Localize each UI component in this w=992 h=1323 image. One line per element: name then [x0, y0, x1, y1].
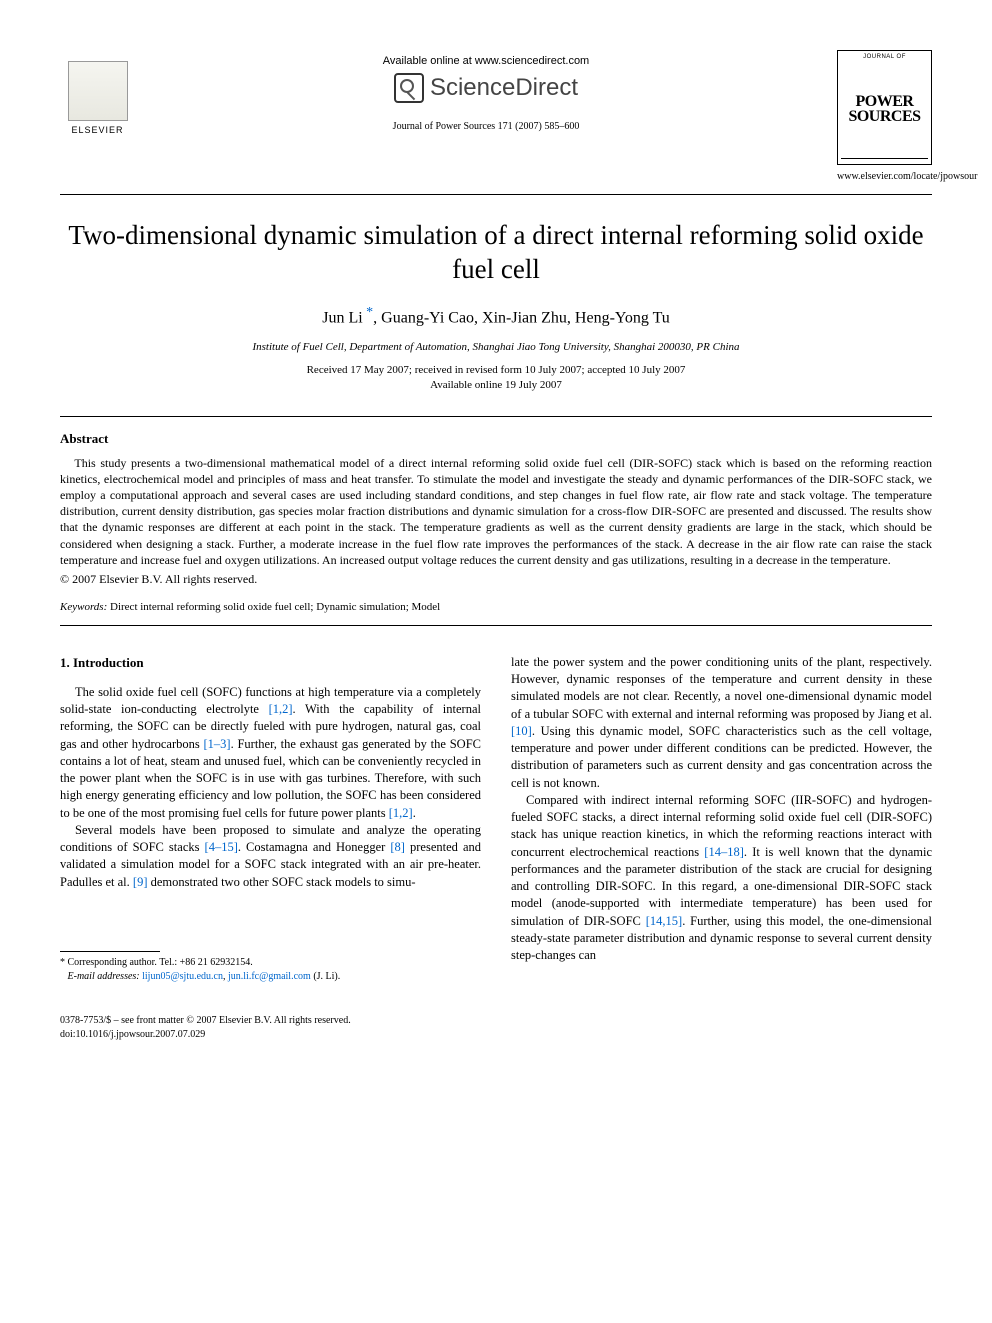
ref-link[interactable]: [1–3]	[204, 737, 231, 751]
page-container: ELSEVIER Available online at www.science…	[0, 0, 992, 1082]
paragraph-4: Compared with indirect internal reformin…	[511, 792, 932, 965]
sciencedirect-icon	[394, 73, 424, 103]
keywords-label: Keywords:	[60, 601, 107, 613]
email-tail: (J. Li).	[311, 971, 340, 982]
footnote: * Corresponding author. Tel.: +86 21 629…	[60, 956, 481, 984]
footnote-rule	[60, 951, 160, 952]
cover-title: POWER SOURCES	[841, 94, 928, 124]
keywords: Keywords: Direct internal reforming soli…	[60, 601, 932, 613]
corresponding-star-icon: *	[363, 305, 374, 320]
authors-rest: , Guang-Yi Cao, Xin-Jian Zhu, Heng-Yong …	[373, 309, 670, 326]
header-rule	[60, 194, 932, 195]
ref-link[interactable]: [1,2]	[389, 806, 413, 820]
center-header: Available online at www.sciencedirect.co…	[135, 50, 837, 132]
email-label: E-mail addresses:	[68, 971, 140, 982]
paragraph-3: late the power system and the power cond…	[511, 654, 932, 792]
keywords-text: Direct internal reforming solid oxide fu…	[110, 601, 440, 613]
available-date: Available online 19 July 2007	[60, 378, 932, 393]
received-date: Received 17 May 2007; received in revise…	[60, 363, 932, 378]
cover-top-text: JOURNAL OF	[841, 54, 928, 60]
ref-link[interactable]: [8]	[390, 840, 405, 854]
paragraph-2: Several models have been proposed to sim…	[60, 822, 481, 891]
journal-reference: Journal of Power Sources 171 (2007) 585–…	[135, 121, 837, 132]
abstract-body: This study presents a two-dimensional ma…	[60, 455, 932, 568]
ref-link[interactable]: [14–18]	[704, 845, 744, 859]
email-link-2[interactable]: jun.li.fc@gmail.com	[228, 971, 311, 982]
cover-title-line1: POWER	[841, 94, 928, 109]
abstract-bottom-rule	[60, 625, 932, 626]
header-row: ELSEVIER Available online at www.science…	[60, 50, 932, 182]
ref-link[interactable]: [4–15]	[205, 840, 238, 854]
cover-title-line2: SOURCES	[841, 109, 928, 124]
ref-link[interactable]: [1,2]	[269, 702, 293, 716]
ref-link[interactable]: [10]	[511, 724, 532, 738]
section-number: 1.	[60, 655, 70, 670]
elsevier-tree-icon	[68, 61, 128, 121]
abstract-top-rule	[60, 416, 932, 417]
abstract-heading: Abstract	[60, 431, 932, 447]
ref-link[interactable]: [9]	[133, 875, 148, 889]
cover-divider	[841, 158, 928, 159]
ref-link[interactable]: [14,15]	[646, 914, 682, 928]
doi-line: doi:10.1016/j.jpowsour.2007.07.029	[60, 1028, 932, 1042]
body-columns: 1. Introduction The solid oxide fuel cel…	[60, 654, 932, 984]
elsevier-logo: ELSEVIER	[60, 50, 135, 135]
email-line: E-mail addresses: lijun05@sjtu.edu.cn, j…	[60, 970, 481, 984]
section-title: Introduction	[73, 655, 144, 670]
elsevier-label: ELSEVIER	[71, 125, 123, 135]
column-right: late the power system and the power cond…	[511, 654, 932, 984]
email-link-1[interactable]: lijun05@sjtu.edu.cn	[142, 971, 223, 982]
paragraph-1: The solid oxide fuel cell (SOFC) functio…	[60, 684, 481, 822]
authors: Jun Li *, Guang-Yi Cao, Xin-Jian Zhu, He…	[60, 305, 932, 327]
journal-cover-box: JOURNAL OF POWER SOURCES	[837, 50, 932, 165]
article-dates: Received 17 May 2007; received in revise…	[60, 363, 932, 394]
sciencedirect-text: ScienceDirect	[430, 74, 578, 102]
abstract-section: Abstract This study presents a two-dimen…	[60, 431, 932, 587]
issn-line: 0378-7753/$ – see front matter © 2007 El…	[60, 1014, 932, 1028]
author-corresponding: Jun Li	[322, 309, 362, 326]
sciencedirect-logo: ScienceDirect	[135, 73, 837, 103]
abstract-copyright: © 2007 Elsevier B.V. All rights reserved…	[60, 572, 932, 587]
column-left: 1. Introduction The solid oxide fuel cel…	[60, 654, 481, 984]
bottom-info: 0378-7753/$ – see front matter © 2007 El…	[60, 1014, 932, 1042]
section-heading: 1. Introduction	[60, 654, 481, 672]
affiliation: Institute of Fuel Cell, Department of Au…	[60, 341, 932, 353]
corresponding-author-note: * Corresponding author. Tel.: +86 21 629…	[60, 956, 481, 970]
journal-url: www.elsevier.com/locate/jpowsour	[837, 171, 932, 182]
available-online-text: Available online at www.sciencedirect.co…	[135, 55, 837, 67]
article-title: Two-dimensional dynamic simulation of a …	[60, 219, 932, 287]
journal-cover: JOURNAL OF POWER SOURCES www.elsevier.co…	[837, 50, 932, 182]
